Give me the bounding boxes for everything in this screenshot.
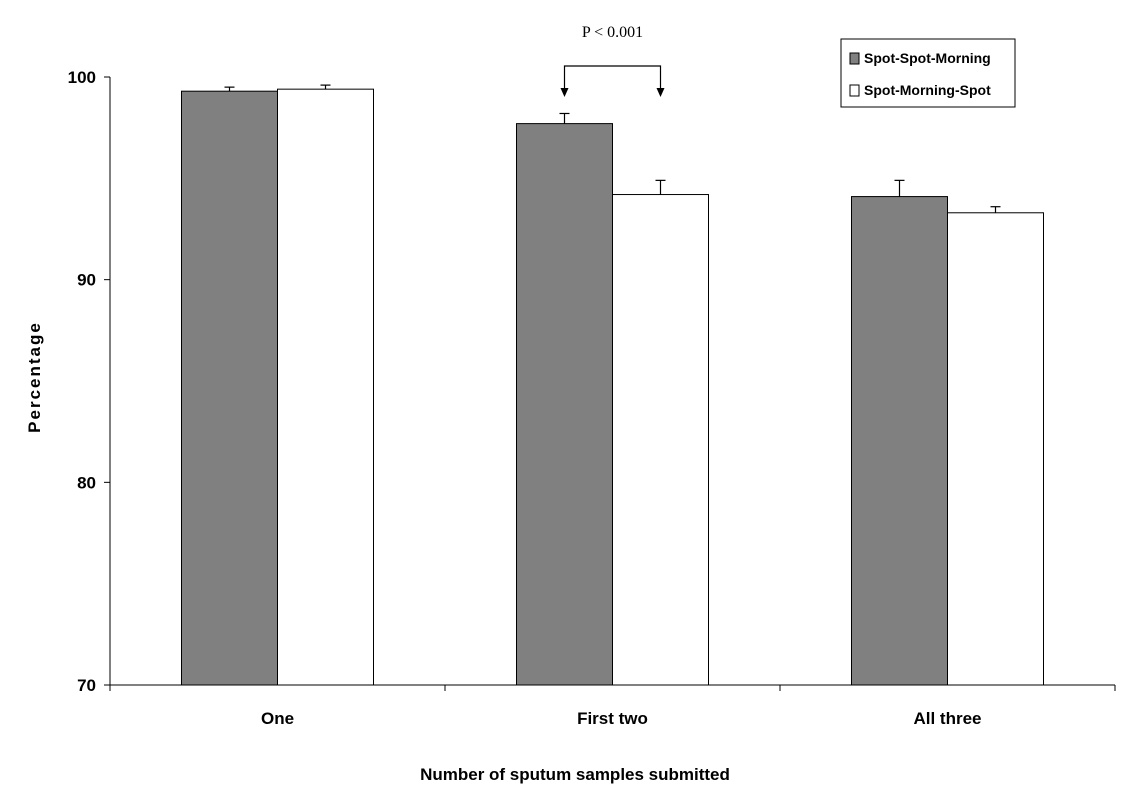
x-category-label: First two <box>577 709 648 728</box>
bar <box>516 123 613 686</box>
significance-annotation: P < 0.001 <box>560 24 665 97</box>
axes-layer <box>109 77 1115 686</box>
y-tick-label: 70 <box>77 676 96 695</box>
significance-label: P < 0.001 <box>582 24 643 41</box>
legend-swatch-spot-morning-spot <box>849 84 860 97</box>
y-tick-label: 80 <box>77 473 96 492</box>
bars-layer <box>181 84 1044 686</box>
bar <box>181 90 278 686</box>
significance-bracket <box>563 65 662 89</box>
y-ticks: 70 80 90 100 <box>68 68 1116 695</box>
significance-arrow <box>656 88 665 97</box>
y-tick-label: 90 <box>77 271 96 290</box>
legend-label-spot-morning-spot: Spot-Morning-Spot <box>864 82 991 98</box>
legend: Spot-Spot-Morning Spot-Morning-Spot <box>840 38 1016 108</box>
bar <box>851 196 948 686</box>
legend-box <box>840 38 1016 108</box>
x-axis-title: Number of sputum samples submitted <box>420 765 730 784</box>
x-category-labels: One First two All three <box>261 709 982 728</box>
x-category-label: All three <box>913 709 981 728</box>
y-tick-label: 100 <box>68 68 96 87</box>
legend-swatch-spot-spot-morning <box>849 52 860 65</box>
legend-label-spot-spot-morning: Spot-Spot-Morning <box>864 50 991 66</box>
bar <box>277 88 374 686</box>
x-category-label: One <box>261 709 294 728</box>
bar <box>612 194 709 686</box>
bar <box>947 212 1044 686</box>
y-axis-title: Percentage <box>25 321 44 433</box>
significance-arrow <box>560 88 569 97</box>
